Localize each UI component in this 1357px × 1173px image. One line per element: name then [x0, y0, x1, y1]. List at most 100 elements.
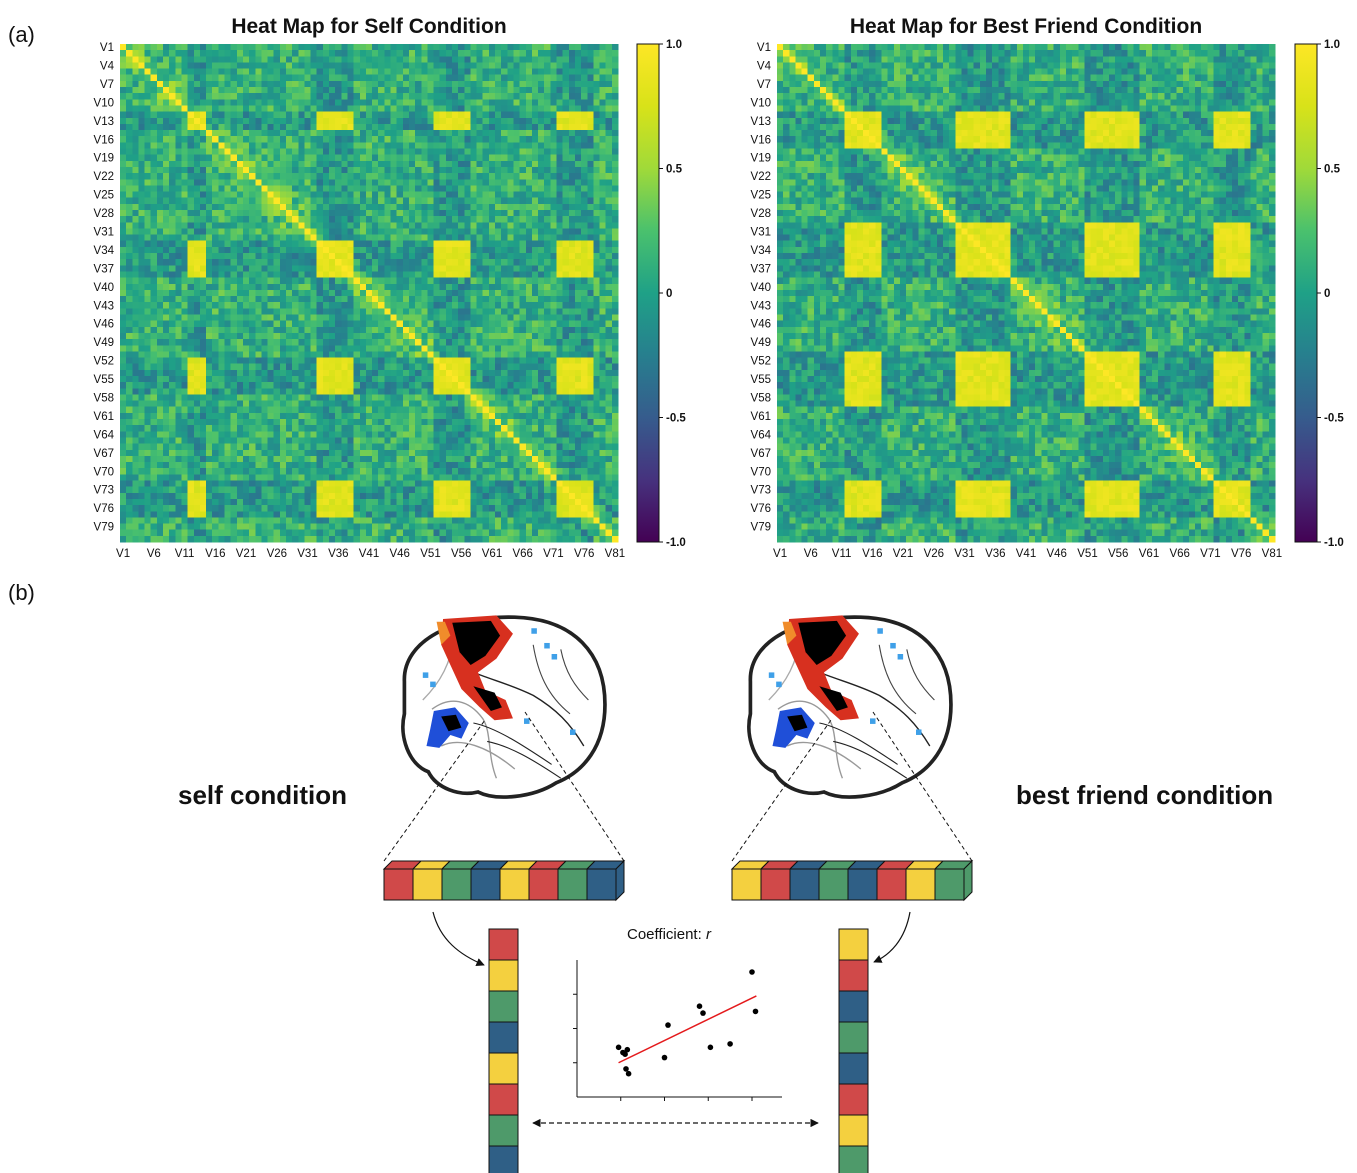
- heatmap-cell: [304, 166, 311, 174]
- heatmap-cell: [568, 339, 576, 346]
- heatmap-cell: [249, 388, 256, 395]
- heatmap-cell: [310, 50, 318, 57]
- heatmap-cell: [611, 44, 619, 51]
- heatmap-cell: [322, 142, 330, 149]
- heatmap-cell: [605, 265, 613, 272]
- heatmap-cell: [611, 185, 619, 192]
- heatmap-cell: [507, 240, 514, 248]
- heatmap-cell: [482, 388, 490, 395]
- heatmap-cell: [138, 173, 145, 180]
- heatmap-cell: [292, 326, 299, 334]
- heatmap-cell: [611, 283, 619, 291]
- heatmap-cell: [581, 277, 588, 285]
- heatmap-cell: [562, 265, 570, 272]
- heatmap-cell: [439, 185, 447, 192]
- heatmap-cell: [495, 87, 502, 94]
- heatmap-cell: [433, 271, 441, 278]
- heatmap-cell: [390, 228, 397, 235]
- heatmap-cell: [519, 197, 527, 205]
- heatmap-cell: [611, 376, 619, 383]
- heatmap-cell: [593, 376, 600, 383]
- heatmap-cell: [458, 68, 465, 76]
- heatmap-cell: [495, 332, 502, 340]
- heatmap-cell: [126, 216, 133, 223]
- heatmap-cell: [458, 259, 465, 266]
- heatmap-cell: [212, 376, 219, 383]
- heatmap-cell: [581, 351, 588, 358]
- heatmap-cell: [488, 339, 496, 346]
- heatmap-cell: [550, 308, 557, 315]
- heatmap-cell: [218, 93, 225, 100]
- heatmap-cell: [372, 142, 379, 149]
- heatmap-cell: [261, 216, 268, 223]
- heatmap-cell: [212, 130, 219, 137]
- heatmap-cell: [298, 185, 305, 192]
- heatmap-cell: [353, 419, 361, 426]
- heatmap-cell: [150, 50, 158, 57]
- heatmap-cell: [310, 382, 318, 389]
- heatmap-cell: [353, 191, 361, 199]
- heatmap-cell: [199, 62, 207, 69]
- heatmap-cell: [464, 388, 471, 395]
- heatmap-cell: [316, 394, 324, 401]
- heatmap-cell: [273, 136, 281, 143]
- heatmap-cell: [199, 197, 207, 205]
- heatmap-cell: [304, 74, 311, 82]
- heatmap-cell: [415, 222, 422, 229]
- heatmap-cell: [206, 117, 213, 125]
- heatmap-cell: [525, 376, 533, 383]
- heatmap-cell: [353, 332, 361, 340]
- heatmap-cell: [212, 253, 219, 260]
- heatmap-cell: [556, 136, 563, 143]
- heatmap-cell: [242, 179, 250, 186]
- heatmap-cell: [599, 253, 607, 260]
- heatmap-cell: [390, 382, 397, 389]
- heatmap-cell: [427, 142, 434, 149]
- heatmap-cell: [458, 326, 465, 334]
- heatmap-cell: [347, 308, 354, 315]
- heatmap-cell: [187, 80, 195, 88]
- heatmap-cell: [365, 74, 373, 82]
- heatmap-cell: [230, 80, 238, 88]
- heatmap-cell: [341, 123, 348, 131]
- heatmap-cell: [255, 369, 262, 377]
- heatmap-cell: [126, 130, 133, 137]
- heatmap-cell: [605, 302, 613, 309]
- heatmap-cell: [150, 160, 158, 168]
- heatmap-cell: [199, 123, 207, 131]
- heatmap-cell: [531, 228, 539, 235]
- heatmap-cell: [169, 339, 176, 346]
- heatmap-cell: [138, 277, 145, 285]
- heatmap-cell: [279, 154, 287, 162]
- heatmap-cell: [316, 80, 324, 88]
- heatmap-cell: [304, 369, 311, 377]
- heatmap-cell: [279, 326, 287, 334]
- heatmap-cell: [574, 326, 582, 334]
- heatmap-cell: [439, 400, 447, 408]
- heatmap-cell: [562, 388, 570, 395]
- heatmap-cell: [187, 240, 195, 248]
- heatmap-cell: [310, 142, 318, 149]
- heatmap-cell: [175, 357, 182, 365]
- heatmap-cell: [495, 296, 502, 303]
- heatmap-cell: [439, 246, 447, 254]
- heatmap-cell: [390, 130, 397, 137]
- heatmap-cell: [390, 308, 397, 315]
- heatmap-cell: [427, 246, 434, 254]
- heatmap-cell: [242, 44, 250, 51]
- heatmap-cell: [279, 357, 287, 365]
- heatmap-cell: [279, 56, 287, 63]
- heatmap-cell: [322, 351, 330, 358]
- heatmap-cell: [365, 210, 373, 217]
- heatmap-cell: [181, 271, 188, 278]
- heatmap-cell: [138, 357, 145, 365]
- heatmap-cell: [292, 56, 299, 63]
- heatmap-cell: [470, 400, 477, 408]
- heatmap-cell: [574, 253, 582, 260]
- heatmap-cell: [242, 56, 250, 63]
- heatmap-cell: [544, 87, 551, 94]
- heatmap-cell: [316, 369, 324, 377]
- heatmap-cell: [156, 339, 164, 346]
- heatmap-cell: [550, 105, 557, 112]
- heatmap-cell: [519, 394, 527, 401]
